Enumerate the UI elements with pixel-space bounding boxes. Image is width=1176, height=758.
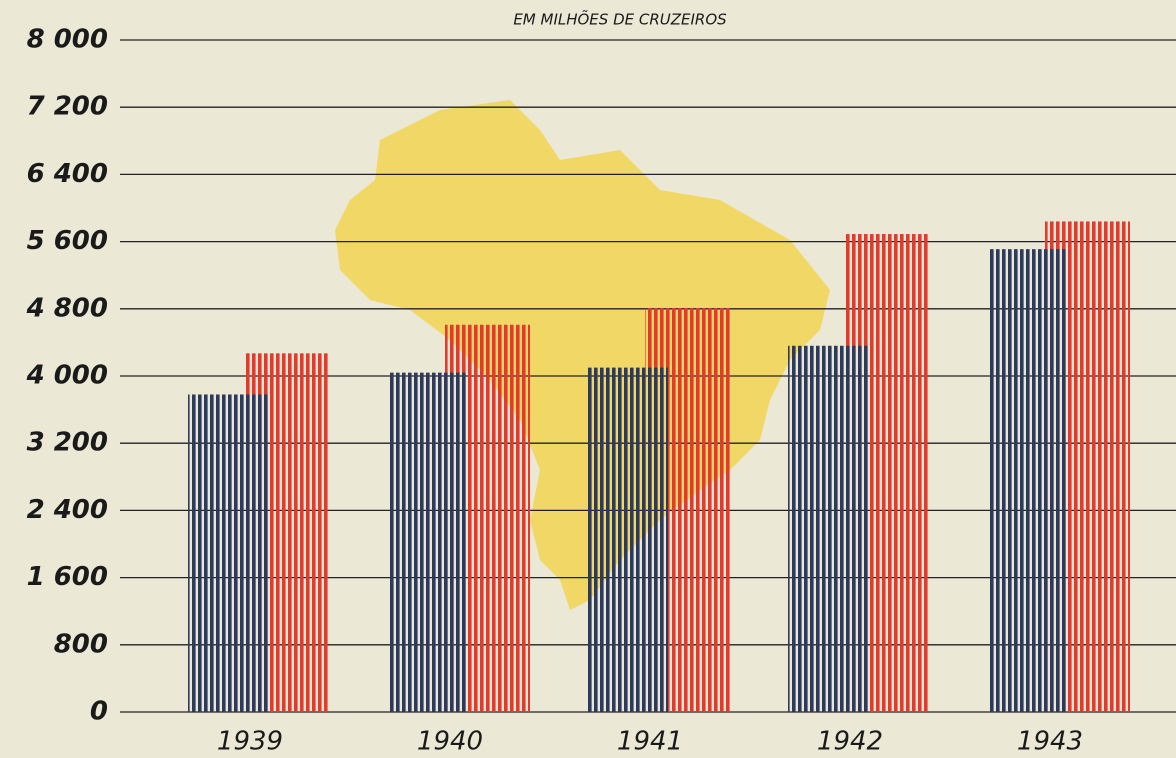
bar: [988, 249, 1068, 712]
y-tick-label: 0: [90, 697, 108, 727]
bar: [788, 345, 868, 712]
bar: [388, 372, 468, 712]
y-tick-label: 4 000: [26, 361, 108, 391]
y-tick-label: 800: [54, 629, 108, 659]
y-tick-label: 6 400: [27, 159, 108, 189]
x-tick-label: 1939: [217, 727, 283, 757]
x-tick-label: 1940: [417, 727, 483, 757]
x-tick-label: 1941: [617, 727, 683, 757]
bar: [588, 367, 668, 712]
y-tick-label: 4 800: [26, 293, 108, 323]
y-tick-label: 2 400: [27, 495, 108, 525]
y-tick-label: 8 000: [27, 25, 108, 55]
y-tick-label: 1 600: [27, 562, 108, 592]
x-tick-label: 1943: [1017, 727, 1083, 757]
x-tick-label: 1942: [817, 727, 883, 757]
y-tick-label: 3 200: [27, 428, 108, 458]
bar: [188, 394, 268, 712]
chart-title: EM MILHÕES DE CRUZEIROS: [513, 10, 727, 29]
y-tick-label: 5 600: [27, 226, 108, 256]
y-tick-label: 7 200: [27, 92, 108, 122]
